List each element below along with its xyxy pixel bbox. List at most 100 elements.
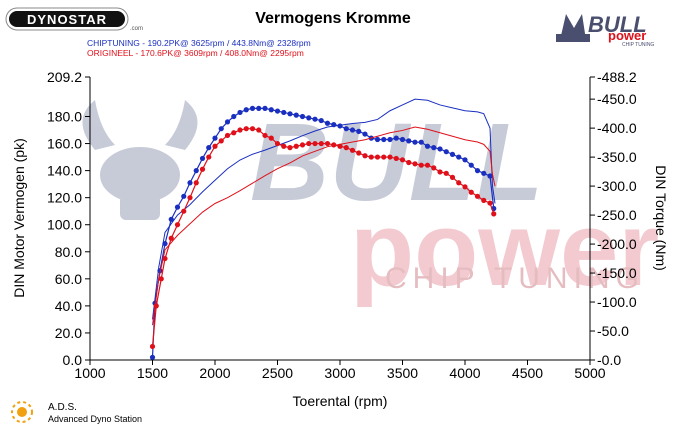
power-point-chiptuning (412, 139, 418, 145)
power-point-chiptuning (318, 117, 324, 124)
power-point-chiptuning (206, 145, 212, 151)
power-point-chiptuning (374, 136, 381, 143)
x-tick-label: 1500 (137, 365, 168, 381)
x-tick-label: 4500 (512, 365, 543, 381)
power-point-chiptuning (162, 241, 168, 247)
x-tick-label: 5000 (574, 365, 605, 381)
power-point-origineel (187, 195, 193, 201)
power-point-chiptuning (462, 157, 468, 163)
power-point-origineel (256, 127, 262, 133)
y-tick-label: 140.0 (47, 163, 82, 179)
chart-title: Vermogens Kromme (255, 10, 411, 27)
power-point-origineel (343, 145, 349, 151)
power-point-origineel (481, 197, 487, 203)
power-point-origineel (362, 153, 368, 159)
x-tick-label: 3500 (387, 365, 418, 381)
bullpower-logo-sub: power (608, 28, 646, 43)
power-point-chiptuning (312, 116, 318, 122)
power-point-chiptuning (274, 108, 281, 114)
power-point-origineel (412, 161, 418, 167)
x-tick-label: 2000 (199, 365, 230, 381)
power-point-chiptuning (218, 126, 224, 132)
ads-sun-icon (11, 401, 33, 423)
power-point-origineel (324, 140, 331, 147)
power-point-chiptuning (481, 170, 487, 176)
power-point-chiptuning (443, 149, 449, 155)
power-point-origineel (331, 142, 337, 148)
y-tick-label: 20.0 (55, 325, 82, 341)
y2-tick-label: -350.0 (597, 149, 637, 165)
power-point-chiptuning (249, 105, 256, 111)
watermark: BULL power CHIP TUNING (82, 100, 659, 308)
power-point-origineel (318, 140, 324, 147)
y-axis-label: DIN Motor Vermogen (pk) (11, 138, 27, 298)
curves (149, 98, 497, 360)
power-point-origineel (162, 255, 168, 262)
bullpower-logo-tag: CHIP TUNING (622, 42, 654, 48)
power-point-origineel (231, 130, 237, 136)
watermark-line2: power (350, 191, 659, 308)
power-point-chiptuning (293, 112, 299, 118)
power-point-origineel (368, 154, 374, 160)
power-point-origineel (193, 180, 199, 186)
power-point-origineel (431, 165, 437, 171)
power-point-chiptuning (174, 204, 181, 210)
power-point-origineel (406, 159, 412, 166)
power-point-origineel (158, 276, 164, 282)
power-point-origineel (293, 143, 299, 149)
power-point-origineel (424, 162, 431, 168)
power-point-chiptuning (299, 113, 306, 120)
power-point-chiptuning (262, 105, 268, 111)
x-tick-label: 3000 (324, 365, 355, 381)
power-point-origineel (306, 140, 312, 147)
power-point-chiptuning (431, 145, 437, 151)
ads-footer: A.D.S. Advanced Dyno Station (8, 398, 208, 426)
ads-footer-graphic: A.D.S. Advanced Dyno Station (11, 401, 142, 424)
dynostar-logo: DYNOSTAR .com (5, 7, 143, 32)
y-tick-label: 209.2 (47, 69, 82, 85)
power-point-chiptuning (468, 162, 474, 168)
power-point-chiptuning (393, 135, 399, 141)
power-point-chiptuning (268, 107, 274, 113)
power-point-origineel (387, 154, 393, 160)
power-point-origineel (462, 184, 468, 190)
power-point-chiptuning (324, 120, 331, 126)
power-point-origineel (491, 211, 497, 217)
power-point-origineel (418, 162, 424, 168)
bull-watermark-icon (82, 100, 198, 220)
power-point-chiptuning (331, 122, 337, 128)
x-tick-label: 1000 (74, 365, 105, 381)
power-point-chiptuning (337, 123, 343, 129)
power-point-origineel (381, 154, 387, 160)
power-point-chiptuning (456, 154, 462, 160)
power-point-origineel (268, 135, 274, 141)
power-point-origineel (312, 140, 318, 147)
y2-tick-label: -250.0 (597, 207, 637, 223)
power-point-chiptuning (424, 143, 431, 149)
power-point-origineel (237, 127, 243, 133)
power-point-origineel (287, 145, 293, 151)
power-point-chiptuning (243, 107, 249, 113)
power-point-chiptuning (168, 216, 174, 222)
power-point-chiptuning (362, 131, 368, 137)
power-point-chiptuning (224, 119, 231, 125)
power-point-chiptuning (187, 180, 193, 186)
x-tick-label: 4000 (449, 365, 480, 381)
power-point-origineel (218, 138, 224, 144)
bullpower-logo: BULL power CHIP TUNING (556, 12, 654, 48)
power-point-chiptuning (287, 111, 293, 117)
y2-tick-label: -488.2 (597, 69, 637, 85)
y2-tick-label: -100.0 (597, 294, 637, 310)
y-tick-label: 100.0 (47, 217, 82, 233)
bull-head-icon (556, 14, 590, 42)
power-point-origineel (224, 132, 231, 139)
y2-tick-label: -400.0 (597, 120, 637, 136)
x-axis-label: Toerental (rpm) (293, 393, 388, 409)
power-point-origineel (206, 154, 212, 160)
power-point-origineel (356, 150, 362, 156)
power-point-chiptuning (349, 127, 356, 133)
dynostar-logo-text: DYNOSTAR (27, 12, 107, 27)
power-point-chiptuning (281, 109, 287, 116)
power-point-chiptuning (406, 138, 412, 144)
y-tick-label: 40.0 (55, 298, 82, 314)
